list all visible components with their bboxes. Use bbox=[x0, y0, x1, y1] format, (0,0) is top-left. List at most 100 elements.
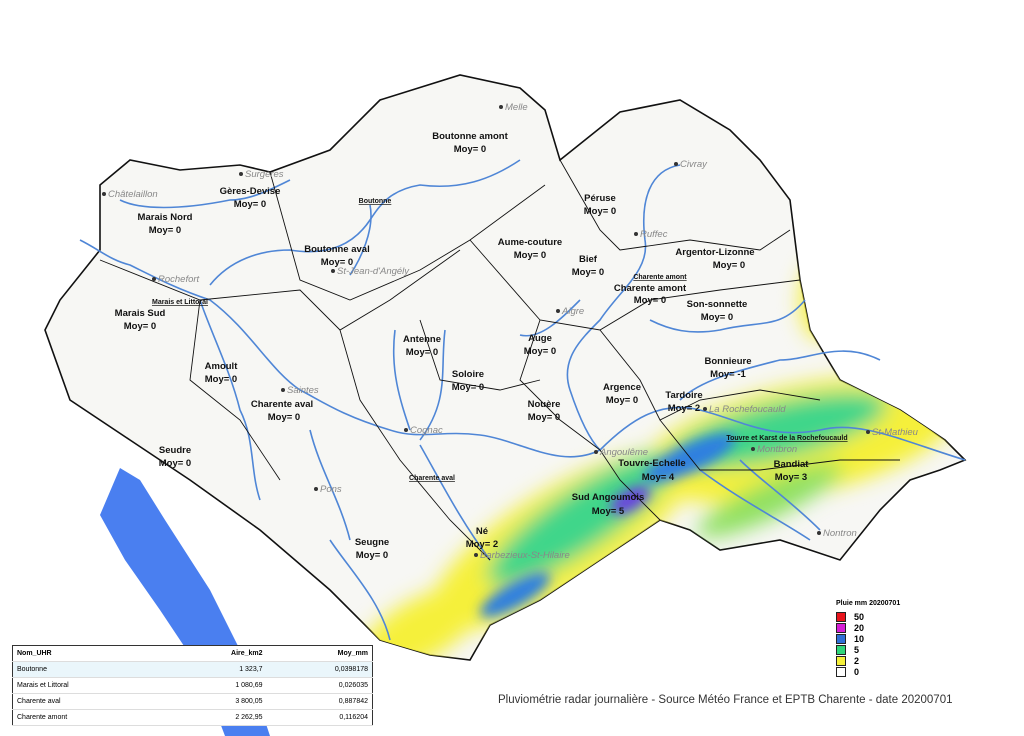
zone-name-label: Bief bbox=[579, 254, 598, 265]
zone-mean-rain-label: Moy= 0 bbox=[701, 312, 733, 323]
zone-name-label: Nouère bbox=[528, 399, 561, 410]
zone-mean-rain-label: Moy= 0 bbox=[205, 374, 237, 385]
cell: 0,887842 bbox=[266, 693, 373, 710]
town-dot-icon bbox=[751, 447, 755, 451]
town-markers: Melle Surgères Châtelaillon Civray Ruffec St-… bbox=[102, 102, 919, 561]
town-label: Angoulême bbox=[599, 447, 648, 458]
zone-mean-rain-label: Moy= -1 bbox=[710, 369, 746, 380]
zone-name-label: Gères-Devise bbox=[220, 186, 281, 197]
zone-name-label: Seudre bbox=[159, 445, 191, 456]
town-dot-icon bbox=[404, 428, 408, 432]
basin-label: Charente aval bbox=[409, 475, 455, 482]
legend-label: 5 bbox=[854, 644, 860, 655]
basin-labels: Boutonne Marais et Littoral Charente amont… bbox=[152, 198, 848, 482]
town-label: Rochefort bbox=[158, 274, 200, 285]
town-dot-icon bbox=[634, 232, 638, 236]
zone-mean-rain-label: Moy= 0 bbox=[268, 412, 300, 423]
town-label: Civray bbox=[680, 159, 708, 170]
legend-swatch bbox=[836, 622, 846, 633]
basin-label: Marais et Littoral bbox=[152, 299, 208, 306]
cell: 3 800,05 bbox=[165, 693, 267, 710]
town-label: Barbezieux-St-Hilaire bbox=[480, 550, 570, 561]
col-aire-km2[interactable]: Aire_km2 bbox=[165, 645, 267, 662]
zone-mean-rain-label: Moy= 0 bbox=[356, 550, 388, 561]
zone-mean-rain-label: Moy= 0 bbox=[452, 382, 484, 393]
basin-label: Boutonne bbox=[359, 198, 392, 205]
zone-mean-rain-label: Moy= 0 bbox=[234, 199, 266, 210]
zone-mean-rain-label: Moy= 4 bbox=[642, 472, 675, 483]
legend-swatch bbox=[836, 633, 846, 644]
legend-swatch bbox=[836, 655, 846, 666]
zone-name-label: Charente amont bbox=[614, 283, 687, 294]
basin-label: Touvre et Karst de la Rochefoucauld bbox=[726, 435, 847, 442]
town-dot-icon bbox=[281, 388, 285, 392]
map-caption: Pluviométrie radar journalière - Source … bbox=[498, 694, 953, 706]
zone-mean-rain-label: Moy= 0 bbox=[528, 412, 560, 423]
town-dot-icon bbox=[152, 277, 156, 281]
town-label: Ruffec bbox=[640, 229, 668, 240]
town-dot-icon bbox=[866, 430, 870, 434]
zone-name-label: Charente aval bbox=[251, 399, 313, 410]
zone-name-label: Touvre-Echelle bbox=[618, 458, 685, 469]
table-row[interactable]: Marais et Littoral 1 080,69 0,026035 bbox=[12, 677, 373, 694]
town-dot-icon bbox=[239, 172, 243, 176]
zone-mean-rain-label: Moy= 0 bbox=[159, 458, 191, 469]
zone-name-label: Marais Nord bbox=[138, 212, 193, 223]
zone-mean-rain-label: Moy= 3 bbox=[775, 472, 807, 483]
town-label: Surgères bbox=[245, 169, 284, 180]
legend-label: 20 bbox=[854, 622, 865, 633]
legend: Pluie mm 20200701 50 20 10 5 2 0 bbox=[836, 600, 900, 677]
legend-item: 20 bbox=[836, 622, 900, 633]
town-label: Saintes bbox=[287, 385, 319, 396]
town-dot-icon bbox=[102, 192, 106, 196]
zone-name-label: Aume-couture bbox=[498, 237, 562, 248]
col-nom-uhr[interactable]: Nom_UHR bbox=[12, 645, 166, 662]
cell: 0,026035 bbox=[266, 677, 373, 694]
zone-name-label: Tardoire bbox=[665, 390, 702, 401]
zone-mean-rain-label: Moy= 0 bbox=[124, 321, 156, 332]
cell: Charente aval bbox=[12, 693, 166, 710]
legend-item: 5 bbox=[836, 644, 900, 655]
town-dot-icon bbox=[817, 531, 821, 535]
zone-name-label: Argentor-Lizonne bbox=[675, 247, 754, 258]
town-label: Melle bbox=[505, 102, 528, 113]
zone-name-label: Antenne bbox=[403, 334, 441, 345]
town-dot-icon bbox=[314, 487, 318, 491]
cell: 1 323,7 bbox=[165, 661, 267, 678]
town-dot-icon bbox=[703, 407, 707, 411]
legend-swatch bbox=[836, 644, 846, 655]
cell: 1 080,69 bbox=[165, 677, 267, 694]
zone-name-label: Né bbox=[476, 526, 488, 537]
zone-name-label: Seugne bbox=[355, 537, 389, 548]
town-dot-icon bbox=[594, 450, 598, 454]
zone-mean-rain-label: Moy= 0 bbox=[713, 260, 745, 271]
zone-name-label: Boutonne amont bbox=[432, 131, 508, 142]
town-dot-icon bbox=[474, 553, 478, 557]
cell: Boutonne bbox=[12, 661, 166, 678]
town-label: Cognac bbox=[410, 425, 443, 436]
table-row[interactable]: Charente aval 3 800,05 0,887842 bbox=[12, 693, 373, 710]
legend-item: 2 bbox=[836, 655, 900, 666]
zone-name-label: Argence bbox=[603, 382, 641, 393]
zone-name-label: Sud Angoumois bbox=[572, 492, 644, 503]
town-label: Aigre bbox=[561, 306, 584, 317]
subbasin-boundaries bbox=[99, 159, 900, 561]
legend-item: 10 bbox=[836, 633, 900, 644]
legend-title: Pluie mm 20200701 bbox=[836, 600, 901, 607]
zone-mean-rain-label: Moy= 0 bbox=[606, 395, 638, 406]
zone-mean-rain-label: Moy= 5 bbox=[592, 506, 625, 517]
zone-mean-rain-label: Moy= 0 bbox=[514, 250, 546, 261]
zone-name-label: Son-sonnette bbox=[687, 299, 748, 310]
legend-item: 0 bbox=[836, 666, 900, 677]
table-row[interactable]: Boutonne 1 323,7 0,0398178 bbox=[12, 661, 373, 678]
zone-name-label: Soloire bbox=[452, 369, 484, 380]
zone-name-label: Bonnieure bbox=[705, 356, 752, 367]
town-label: Châtelaillon bbox=[108, 189, 158, 200]
cell: 0,116204 bbox=[266, 709, 373, 726]
zone-mean-rain-label: Moy= 0 bbox=[406, 347, 438, 358]
zone-name-label: Péruse bbox=[584, 193, 616, 204]
table-row[interactable]: Charente amont 2 262,95 0,116204 bbox=[12, 709, 373, 726]
town-dot-icon bbox=[556, 309, 560, 313]
town-dot-icon bbox=[331, 269, 335, 273]
col-moy-mm[interactable]: Moy_mm bbox=[266, 645, 373, 662]
